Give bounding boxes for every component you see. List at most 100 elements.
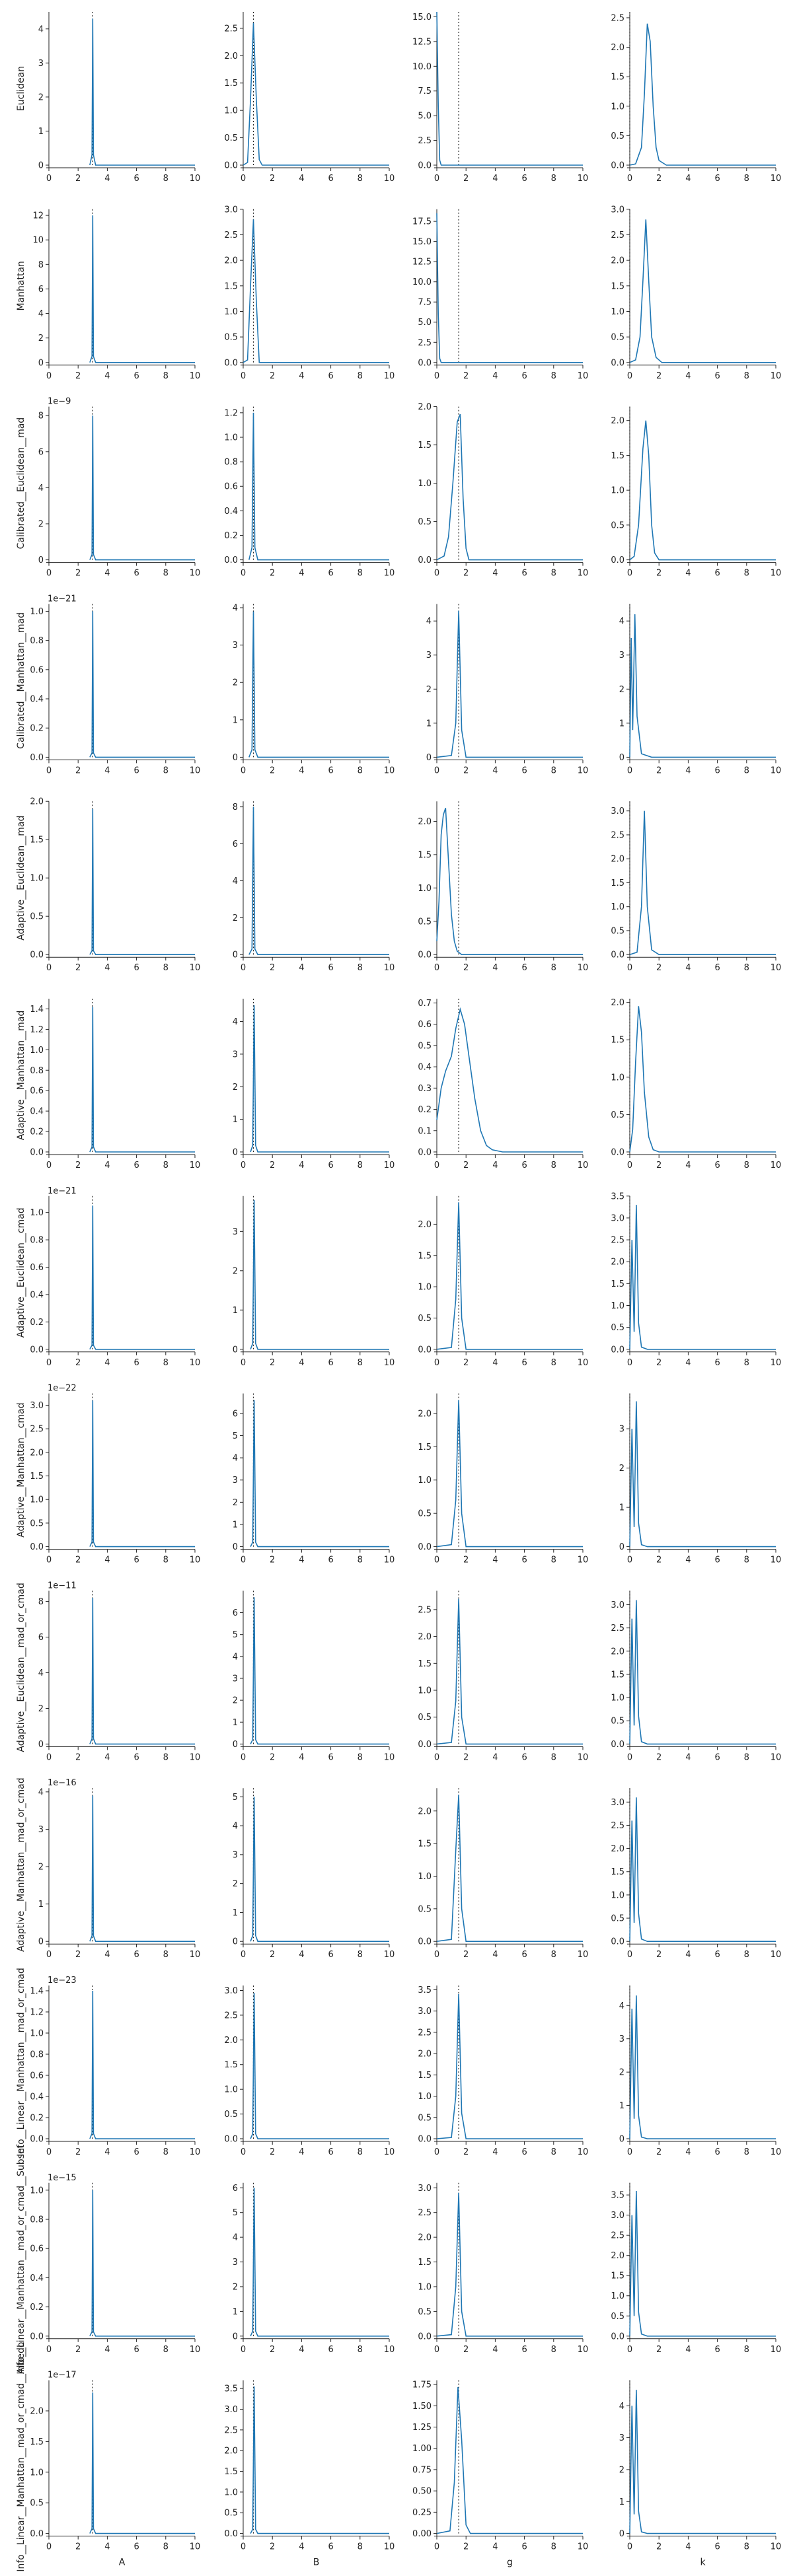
x-tick-label: 10 xyxy=(771,1161,782,1170)
y-tick-label: 0.2 xyxy=(30,724,44,734)
y-tick-label: 0.5 xyxy=(611,926,624,936)
x-tick-label: 10 xyxy=(771,569,782,579)
x-tick-label: 8 xyxy=(358,174,363,184)
x-tick-label: 2 xyxy=(463,1358,469,1368)
y-tick-label: 1 xyxy=(233,2307,238,2317)
panel-g-11: 0 2 4 6 8 10 0.0 0.5 1.0 1.5 2.0 2.5 3.0 3.5 xyxy=(418,1986,588,2157)
density-curve xyxy=(436,1598,583,1745)
panel-g-7: 0 2 4 6 8 10 0.0 0.5 1.0 1.5 2.0 xyxy=(418,1196,588,1368)
y-tick-label: 3 xyxy=(619,2034,624,2044)
x-tick-label: 8 xyxy=(358,1161,363,1170)
y-tick-label: 2 xyxy=(233,2282,238,2292)
panel-A-8: 0 2 4 6 8 10 0.0 0.5 1.0 1.5 2.0 2.5 3.0 1e−22 xyxy=(30,1384,200,1565)
y-tick-label: 0.3 xyxy=(418,1084,432,1094)
y-tick-label: 2.0 xyxy=(611,256,624,266)
y-tick-label: 0 xyxy=(38,1740,44,1750)
y-tick-label: 4 xyxy=(619,2402,624,2412)
x-tick-label: 6 xyxy=(714,766,720,775)
y-tick-label: 1.0 xyxy=(224,2487,238,2497)
y-tick-label: 2.5 xyxy=(418,338,432,348)
y-tick-label: 0.5 xyxy=(611,131,624,141)
x-tick-label: 4 xyxy=(299,569,304,579)
y-tick-label: 6 xyxy=(233,840,238,849)
row-label: Euclidean xyxy=(16,66,26,111)
y-tick-label: 1 xyxy=(619,1503,624,1513)
panel-g-3: 0 2 4 6 8 10 0.0 0.5 1.0 1.5 2.0 xyxy=(418,402,588,579)
x-tick-label: 6 xyxy=(133,2147,139,2157)
x-tick-label: 8 xyxy=(358,1752,363,1762)
x-tick-label: 8 xyxy=(744,1556,749,1565)
density-curve xyxy=(629,1995,776,2139)
x-tick-label: 10 xyxy=(578,963,589,973)
x-tick-label: 2 xyxy=(75,1950,81,1960)
panel-A-12: 0 2 4 6 8 10 0.0 0.2 0.4 0.6 0.8 1.0 1e−15 xyxy=(30,2173,200,2355)
row-label: Adaptive__Manhattan__mad_or_cmad xyxy=(16,1777,26,1952)
x-tick-label: 10 xyxy=(578,1950,589,1960)
x-tick-label: 8 xyxy=(163,1358,169,1368)
x-tick-label: 6 xyxy=(328,174,333,184)
y-tick-label: 0.0 xyxy=(611,358,624,368)
panel-A-11: 0 2 4 6 8 10 0.0 0.2 0.4 0.6 0.8 1.0 1.2 1.4 1e−23 xyxy=(30,1976,200,2157)
x-tick-label: 4 xyxy=(685,1752,691,1762)
x-tick-label: 2 xyxy=(270,1752,275,1762)
x-tick-label: 2 xyxy=(656,1752,661,1762)
panel-k-13: 0 2 4 6 8 10 0 1 2 3 4 xyxy=(619,2380,781,2552)
panel-g-8: 0 2 4 6 8 10 0.0 0.5 1.0 1.5 2.0 xyxy=(418,1393,588,1565)
y-tick-label: 3.0 xyxy=(611,1600,624,1610)
x-tick-label: 8 xyxy=(551,371,556,381)
x-tick-label: 10 xyxy=(578,2147,589,2157)
x-tick-label: 10 xyxy=(384,766,395,775)
x-tick-label: 10 xyxy=(578,1752,589,1762)
y-tick-label: 1.5 xyxy=(224,2467,238,2477)
x-tick-label: 0 xyxy=(434,1556,439,1565)
density-curve xyxy=(248,611,389,758)
x-tick-label: 8 xyxy=(744,1161,749,1170)
y-tick-label: 2.5 xyxy=(611,830,624,840)
y-tick-label: 0 xyxy=(619,2135,624,2145)
x-tick-label: 2 xyxy=(463,371,469,381)
x-tick-label: 4 xyxy=(299,371,304,381)
density-curve xyxy=(629,1797,776,1942)
y-tick-label: 1 xyxy=(233,1115,238,1125)
panel-B-7: 0 2 4 6 8 10 0 1 2 3 xyxy=(233,1196,395,1368)
x-tick-label: 4 xyxy=(104,1752,110,1762)
density-curve xyxy=(250,1597,389,1745)
x-tick-label: 6 xyxy=(328,1556,333,1565)
x-tick-label: 2 xyxy=(656,2345,661,2355)
x-tick-label: 2 xyxy=(270,174,275,184)
y-tick-label: 3 xyxy=(38,1825,44,1835)
x-tick-label: 6 xyxy=(521,766,527,775)
x-tick-label: 6 xyxy=(328,569,333,579)
y-tick-label: 0.0 xyxy=(224,2135,238,2145)
x-tick-label: 4 xyxy=(685,1950,691,1960)
y-tick-label: 2 xyxy=(619,685,624,695)
panel-A-2: 0 2 4 6 8 10 0 2 4 6 8 10 12 xyxy=(32,209,200,381)
y-tick-label: 0.5 xyxy=(30,912,44,922)
y-tick-label: 1.0 xyxy=(30,607,44,617)
y-tick-label: 1.5 xyxy=(418,2258,432,2268)
x-tick-label: 2 xyxy=(656,371,661,381)
y-tick-label: 2.5 xyxy=(611,231,624,240)
y-tick-label: 0.8 xyxy=(30,1066,44,1076)
y-tick-label: 2 xyxy=(233,678,238,688)
x-tick-label: 6 xyxy=(714,2345,720,2355)
x-tick-label: 8 xyxy=(551,766,556,775)
y-tick-label: 2.5 xyxy=(224,231,238,240)
x-tick-label: 0 xyxy=(241,1752,246,1762)
y-tick-label: 0.5 xyxy=(30,1519,44,1528)
y-tick-label: 1.5 xyxy=(224,79,238,89)
x-tick-label: 10 xyxy=(578,2542,589,2552)
y-tick-label: 0.0 xyxy=(30,2529,44,2539)
panel-B-8: 0 2 4 6 8 10 0 1 2 3 4 5 6 xyxy=(233,1393,395,1565)
x-tick-label: 10 xyxy=(384,569,395,579)
y-tick-label: 3.0 xyxy=(611,2211,624,2221)
y-tick-label: 3 xyxy=(619,651,624,661)
y-tick-label: 1.75 xyxy=(412,2380,432,2390)
x-tick-label: 0 xyxy=(434,2147,439,2157)
y-tick-label: 0 xyxy=(38,555,44,565)
x-tick-label: 0 xyxy=(241,2542,246,2552)
panel-k-8: 0 2 4 6 8 10 0 1 2 3 xyxy=(619,1393,781,1565)
y-tick-label: 0.0 xyxy=(30,1542,44,1552)
density-curve xyxy=(629,420,776,561)
y-tick-label: 1 xyxy=(233,1306,238,1316)
